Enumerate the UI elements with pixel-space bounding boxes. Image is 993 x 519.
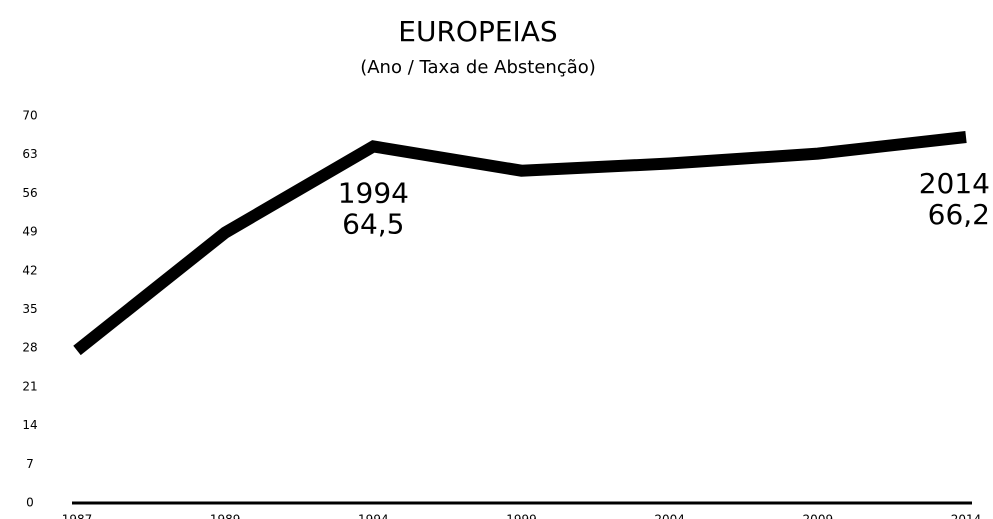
- x-tick-label: 1989: [210, 513, 241, 519]
- y-tick-label: 7: [26, 457, 34, 471]
- y-tick-label: 35: [22, 302, 37, 316]
- y-tick-label: 28: [22, 341, 37, 355]
- line: [73, 131, 967, 356]
- y-tick-label: 63: [22, 147, 37, 161]
- x-tick-label: 1994: [358, 513, 389, 519]
- annotation-year: 2014: [919, 167, 990, 200]
- y-tick-label: 42: [22, 263, 37, 277]
- x-tick-label: 1999: [506, 513, 537, 519]
- x-tick-label: 2004: [654, 513, 685, 519]
- y-tick-label: 21: [22, 379, 37, 393]
- annotation-value: 66,2: [928, 198, 990, 231]
- annotation-year: 1994: [338, 176, 409, 209]
- y-tick-label: 70: [22, 109, 37, 123]
- chart-subtitle: (Ano / Taxa de Abstenção): [360, 57, 596, 78]
- chart-title: EUROPEIAS: [398, 15, 557, 48]
- y-tick-label: 49: [22, 225, 37, 239]
- x-tick-label: 2014: [951, 513, 982, 519]
- x-tick-label: 2009: [803, 513, 834, 519]
- y-tick-label: 0: [26, 496, 34, 510]
- y-tick-label: 14: [22, 418, 37, 432]
- annotation-value: 64,5: [342, 207, 404, 240]
- y-tick-label: 56: [22, 186, 37, 200]
- x-tick-label: 1987: [62, 513, 93, 519]
